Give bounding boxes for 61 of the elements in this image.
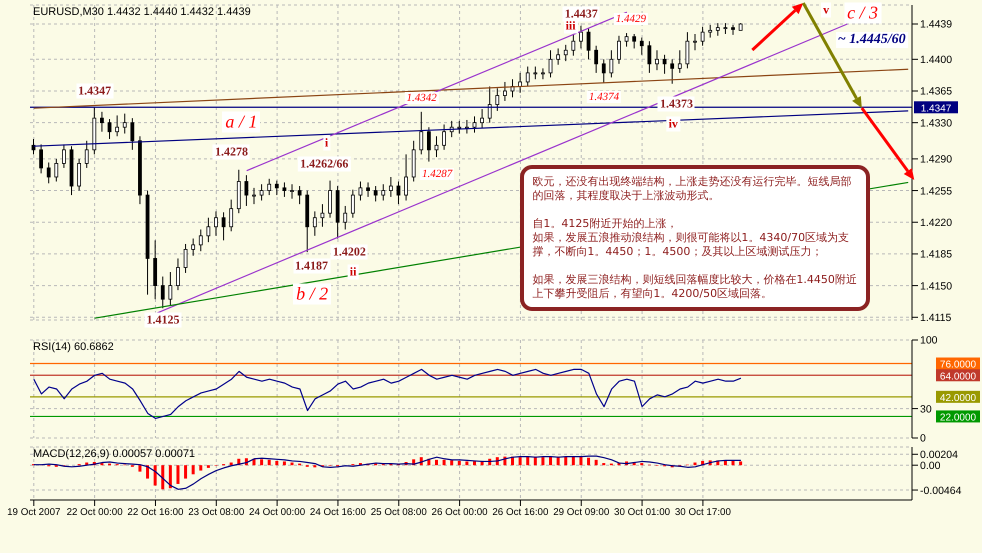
annotation: ~ 1.4445/60 [836, 32, 908, 48]
x-tick-label: 19 Oct 2007 [7, 506, 60, 518]
chart-title: RSI(14) 60.6862 [33, 341, 114, 353]
annotation: 1.4374 [586, 90, 622, 103]
y-tick-label: 1.4220 [920, 216, 952, 229]
annotation: ii [348, 264, 358, 280]
y-tick-label: 1.4185 [920, 248, 952, 261]
annotation: 1.4125 [144, 312, 182, 328]
annotation: 1.4202 [330, 244, 368, 260]
annotation: 1.4187 [293, 258, 330, 274]
ref-line-label: 42.0000 [940, 392, 977, 404]
x-tick-label: 26 Oct 16:00 [492, 506, 550, 518]
y-tick-label: 1.4115 [920, 312, 952, 324]
annotation: iv [666, 116, 680, 132]
y-tick-label: 1.4150 [920, 280, 952, 292]
ref-line-label: 76.0000 [940, 360, 977, 371]
annotation: 1.4347 [76, 84, 114, 99]
y-tick-label: 1.4439 [920, 18, 952, 31]
x-tick-label: 22 Oct 00:00 [66, 506, 124, 518]
annotation: iii [564, 18, 578, 34]
ref-line-label: 64.0000 [940, 371, 977, 382]
annotation: 自1。4125附近开始的上涨， [532, 217, 678, 231]
chart-title: EURUSD,M30 1.4432 1.4440 1.4432 1.4439 [33, 6, 251, 18]
annotation: 1.4342 [404, 92, 439, 104]
x-tick-label: 30 Oct 01:00 [614, 506, 671, 518]
x-tick-label: 26 Oct 00:00 [432, 506, 488, 518]
annotation: a / 1 [222, 112, 260, 132]
annotation: v [821, 2, 832, 18]
annotation: 如果，发展三浪结构，则短线回落幅度比较大，价格在1.4450附近上下攀升受阻后，有望向1。4200/50区域回落。 [532, 273, 858, 301]
chart-title: MACD(12,26,9) 0.00057 0.00071 [33, 448, 196, 460]
annotation: 1.4278 [212, 144, 250, 160]
annotation: b / 2 [293, 284, 332, 304]
annotation: 欧元，还没有出现终端结构，上涨走势还没有运行完毕。短线局部的回落，其程度取决于上涨波动形式。 [532, 175, 852, 203]
x-tick-label: 24 Oct 00:00 [249, 506, 306, 518]
annotation: 如果，发展五浪推动浪结构，则很可能将以1。4340/70区域为支撑，不断向1。4450；1。4500；及其以上区域测试压力； [532, 231, 850, 259]
y-tick-label: 0 [920, 432, 926, 445]
x-tick-label: 23 Oct 08:00 [188, 506, 245, 518]
y-tick-label: 1.4365 [920, 86, 952, 98]
annotation: 1.4262/66 [298, 156, 350, 172]
y-tick-label: 1.4330 [920, 117, 952, 130]
x-tick-label: 22 Oct 16:00 [127, 506, 184, 518]
annotation: 1.4373 [658, 96, 695, 112]
y-tick-label: 1.4255 [920, 185, 952, 198]
annotation: 1.4437 [562, 6, 600, 22]
ref-line-label: 1.4347 [920, 103, 952, 114]
ref-line-label: 22.0000 [940, 412, 977, 424]
x-tick-label: 30 Oct 17:00 [674, 506, 732, 518]
x-tick-label: 29 Oct 09:00 [553, 506, 610, 518]
x-tick-label: 24 Oct 16:00 [310, 506, 367, 518]
annotation: 1.4287 [420, 168, 454, 180]
y-tick-label: 100 [920, 334, 938, 347]
y-tick-label: 1.4400 [920, 54, 952, 66]
annotation: i [322, 136, 330, 150]
annotation: 1.4429 [614, 13, 648, 26]
annotation: c / 3 [844, 2, 882, 24]
y-tick-label: -0.00464 [920, 484, 962, 497]
x-tick-label: 25 Oct 08:00 [370, 506, 428, 518]
y-tick-label: 0.00204 [920, 449, 958, 462]
y-tick-label: 30 [920, 403, 932, 416]
y-tick-label: 1.4290 [920, 154, 952, 166]
y-tick-label: 0.00 [920, 460, 941, 472]
